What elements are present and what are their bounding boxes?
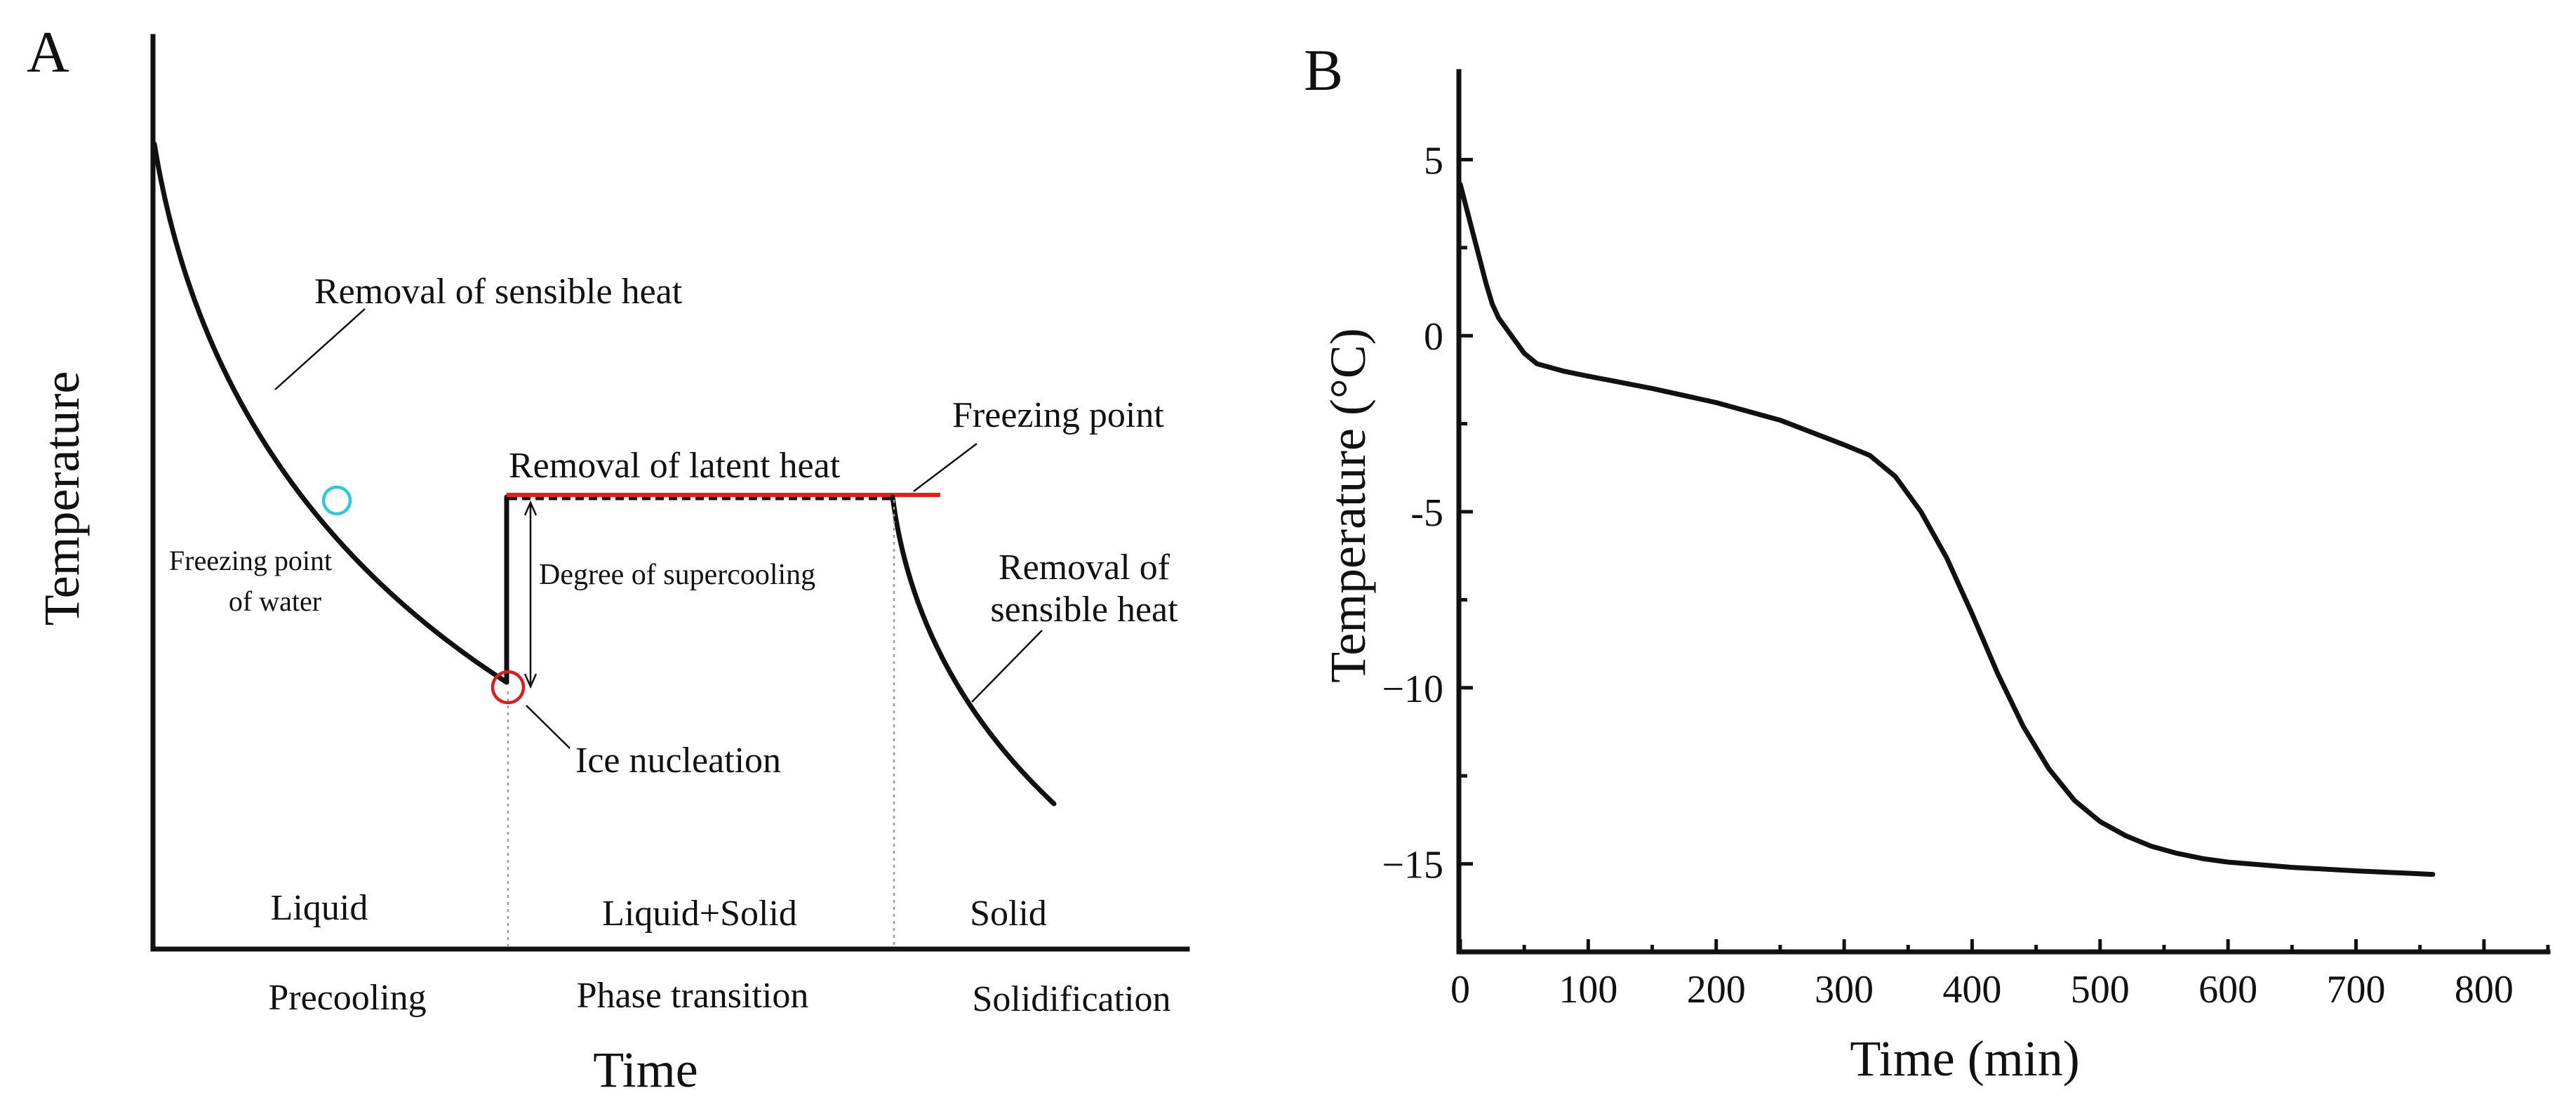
y-tick-label: 0 [1424,315,1443,359]
x-tick-label: 400 [1942,968,2001,1012]
x-tick-label: 500 [2071,968,2130,1012]
x-tick-label: 600 [2198,968,2257,1012]
panel-a: A Temperature Time Removal of [27,20,1190,1098]
state-solid: Solid [970,894,1047,934]
x-tick-label: 0 [1450,968,1470,1012]
panel-b-label: B [1304,38,1343,103]
leader-sensible-heat-2 [971,630,1043,703]
state-liquid-solid: Liquid+Solid [602,894,797,934]
y-tick-label: −10 [1382,668,1443,711]
annotation-sensible-heat-1: Removal of sensible heat [314,272,683,312]
panel-a-xlabel: Time [593,1042,698,1098]
freezing-point-of-water-marker [321,485,352,516]
annotation-freezing-point-water-2: of water [229,585,321,617]
annotation-supercooling: Degree of supercooling [539,559,815,591]
ice-nucleation-marker [490,670,526,705]
annotation-freezing-point: Freezing point [952,395,1164,435]
x-tick-label: 300 [1815,968,1874,1012]
panel-a-label: A [27,20,69,85]
annotation-sensible-heat-2a: Removal of [999,548,1170,588]
panel-b-ylabel: Temperature (°C) [1320,328,1376,683]
y-tick-label: −15 [1382,844,1443,887]
supercooling-arrow-head-top [523,500,538,516]
annotation-latent-heat: Removal of latent heat [509,446,841,486]
leader-ice-nucleation [526,705,570,749]
supercooling-arrow-head-bottom [523,673,538,689]
solidification-curve [890,494,1057,807]
state-liquid: Liquid [271,888,368,928]
annotation-freezing-point-water-1: Freezing point [169,545,332,576]
leader-freezing-point [913,443,977,492]
x-tick-label: 100 [1559,968,1617,1012]
panel-b-series-line [1457,182,2436,877]
stage-phase-transition: Phase transition [577,976,809,1016]
panel-a-ylabel: Temperature [34,371,90,626]
panel-b-y-ticks: 5 0 -5 −10 −15 [1382,139,1473,887]
panel-b: B 5 0 -5 −10 −15 0 100 200 300 400 500 600 700 800 T… [1304,38,2551,1087]
panel-b-x-ticks: 0 100 200 300 400 500 600 700 800 [1450,939,2550,1012]
x-tick-label: 200 [1687,968,1746,1012]
leader-sensible-heat-1 [274,308,366,390]
x-tick-label: 800 [2455,968,2514,1012]
annotation-sensible-heat-2b: sensible heat [990,590,1178,630]
y-tick-label: -5 [1410,491,1443,535]
x-tick-label: 700 [2326,968,2385,1012]
annotation-ice-nucleation: Ice nucleation [575,741,781,781]
y-tick-label: 5 [1424,139,1443,183]
stage-solidification: Solidification [972,979,1170,1019]
panel-b-xlabel: Time (min) [1850,1030,2079,1087]
precooling-curve [152,141,509,685]
stage-precooling: Precooling [268,978,426,1018]
